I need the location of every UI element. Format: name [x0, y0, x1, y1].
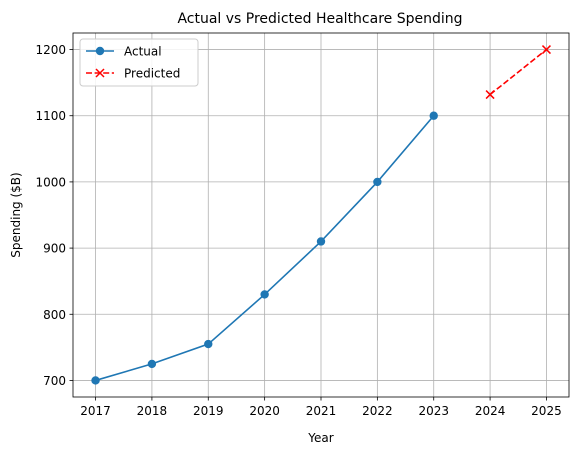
x-tick-label: 2024 — [475, 404, 506, 418]
legend: Actual Predicted — [80, 39, 198, 86]
y-axis-label: Spending ($B) — [9, 172, 23, 257]
legend-marker — [96, 47, 104, 55]
x-tick-label: 2021 — [306, 404, 337, 418]
x-tick-label: 2017 — [80, 404, 111, 418]
y-tick-label: 1100 — [35, 109, 66, 123]
x-tick-label: 2022 — [362, 404, 393, 418]
x-tick-label: 2020 — [249, 404, 280, 418]
x-tick-label: 2018 — [137, 404, 168, 418]
legend-label: Actual — [124, 45, 162, 59]
x-tick-label: 2019 — [193, 404, 224, 418]
y-tick-label: 800 — [43, 308, 66, 322]
y-tick-label: 1200 — [35, 43, 66, 57]
data-point — [430, 112, 438, 120]
chart-title: Actual vs Predicted Healthcare Spending — [177, 11, 462, 27]
y-tick-label: 900 — [43, 242, 66, 256]
data-point — [260, 290, 268, 298]
x-axis: 2017 2018 2019 2020 2021 2022 2023 2024 2025 — [80, 397, 561, 418]
series-predicted — [486, 46, 550, 99]
x-axis-label: Year — [307, 431, 333, 445]
y-axis: 700 800 900 1000 1100 1200 — [35, 43, 73, 388]
legend-label: Predicted — [124, 67, 180, 81]
data-point — [148, 360, 156, 368]
grid — [73, 33, 569, 397]
data-point — [91, 376, 99, 384]
x-tick-label: 2025 — [531, 404, 562, 418]
x-tick-label: 2023 — [418, 404, 449, 418]
data-point — [317, 237, 325, 245]
y-tick-label: 1000 — [35, 175, 66, 189]
data-point — [373, 178, 381, 186]
y-tick-label: 700 — [43, 374, 66, 388]
data-point — [204, 340, 212, 348]
series-line — [490, 50, 546, 95]
